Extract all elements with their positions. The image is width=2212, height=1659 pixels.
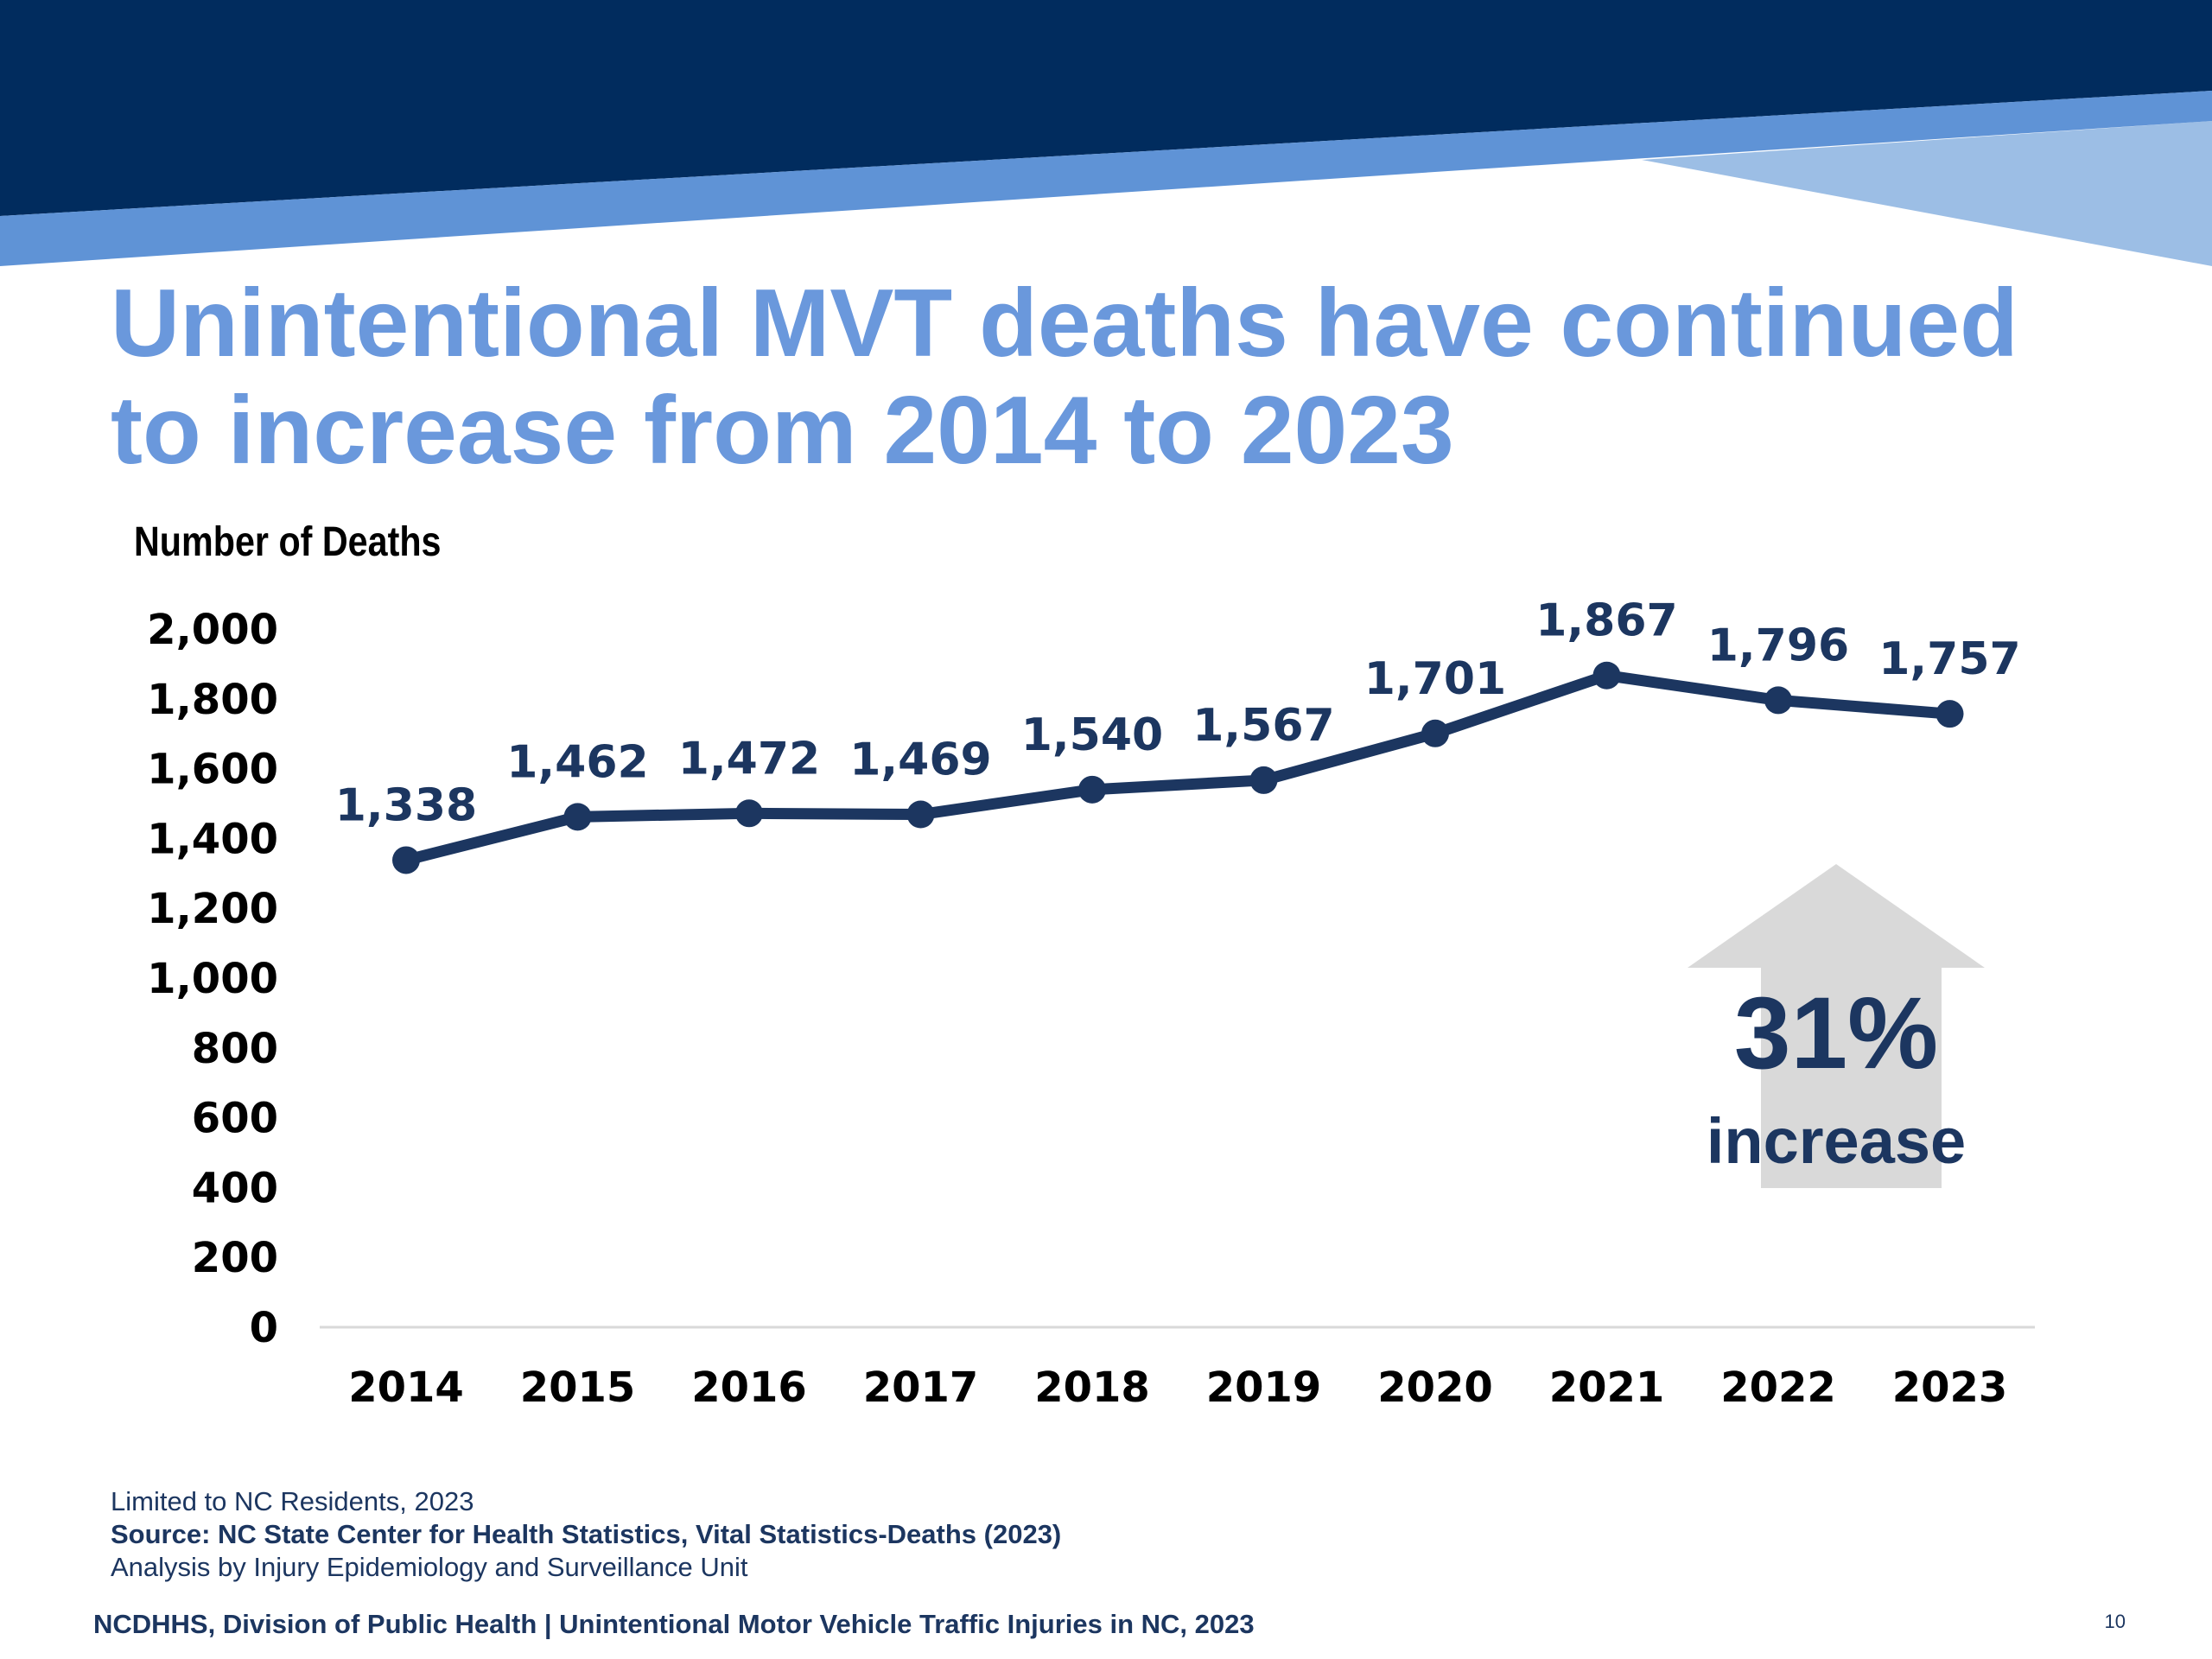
note-residents: Limited to NC Residents, 2023 <box>111 1486 474 1516</box>
data-point <box>1592 661 1621 690</box>
x-tick-label: 2017 <box>863 1363 979 1412</box>
data-label: 1,567 <box>1192 700 1334 752</box>
x-tick-label: 2015 <box>520 1363 636 1412</box>
y-tick-label: 1,200 <box>147 885 278 933</box>
y-tick-label: 1,800 <box>147 676 278 724</box>
x-tick-label: 2021 <box>1549 1363 1665 1412</box>
slide-title-line-1: Unintentional MVT deaths have continued <box>111 270 2018 377</box>
y-tick-label: 1,600 <box>147 746 278 794</box>
data-label: 1,867 <box>1535 595 1677 647</box>
slide-title: Unintentional MVT deaths have continued … <box>111 270 2150 484</box>
y-axis-label: Number of Deaths <box>134 519 442 565</box>
data-point <box>1936 700 1964 728</box>
data-point <box>735 799 763 828</box>
page-number: 10 <box>2104 1611 2126 1632</box>
data-point <box>563 803 592 831</box>
y-tick-label: 2,000 <box>147 606 278 654</box>
y-tick-label: 0 <box>250 1304 278 1352</box>
x-tick-label: 2018 <box>1034 1363 1150 1412</box>
data-point <box>392 846 420 874</box>
line-chart: 0 200 400 600 800 1,000 1,200 1,400 1,600 1,800 2,… <box>147 595 2035 1412</box>
data-label: 1,338 <box>335 779 477 831</box>
note-source: Source: NC State Center for Health Stati… <box>111 1519 1062 1549</box>
data-label: 1,540 <box>1021 709 1163 761</box>
x-tick-label: 2023 <box>1892 1363 2008 1412</box>
series-line <box>400 670 1955 866</box>
increase-percent: 31% <box>1733 976 1939 1090</box>
data-label: 1,757 <box>1878 633 2020 685</box>
y-tick-label: 800 <box>192 1025 278 1073</box>
y-tick-label: 400 <box>192 1164 278 1212</box>
banner-light-wedge <box>1642 121 2212 266</box>
x-tick-label: 2014 <box>348 1363 464 1412</box>
data-point <box>1764 686 1792 715</box>
banner-blue-stripe <box>0 91 2212 266</box>
x-tick-label: 2016 <box>691 1363 807 1412</box>
data-label: 1,701 <box>1364 653 1506 705</box>
y-tick-label: 200 <box>192 1234 278 1282</box>
y-tick-label: 1,000 <box>147 955 278 1003</box>
data-label: 1,472 <box>678 733 820 785</box>
data-point <box>1421 719 1449 747</box>
x-tick-label: 2022 <box>1720 1363 1836 1412</box>
footer-text: NCDHHS, Division of Public Health | Unin… <box>93 1609 1255 1639</box>
note-analysis: Analysis by Injury Epidemiology and Surv… <box>111 1552 748 1582</box>
data-point <box>1249 766 1278 794</box>
banner-navy-band <box>0 0 2212 216</box>
y-tick-label: 600 <box>192 1095 278 1143</box>
data-point <box>1078 775 1106 804</box>
y-tick-label: 1,400 <box>147 815 278 863</box>
slide-title-line-2: to increase from 2014 to 2023 <box>111 377 1454 484</box>
increase-arrow <box>1688 864 1985 1188</box>
data-label: 1,462 <box>506 736 648 788</box>
data-label: 1,469 <box>849 734 991 786</box>
x-tick-label: 2020 <box>1377 1363 1493 1412</box>
data-point <box>906 800 935 829</box>
x-tick-label: 2019 <box>1206 1363 1322 1412</box>
data-label: 1,796 <box>1707 620 1849 671</box>
increase-label: increase <box>1706 1105 1967 1177</box>
header-banner <box>0 0 2212 266</box>
